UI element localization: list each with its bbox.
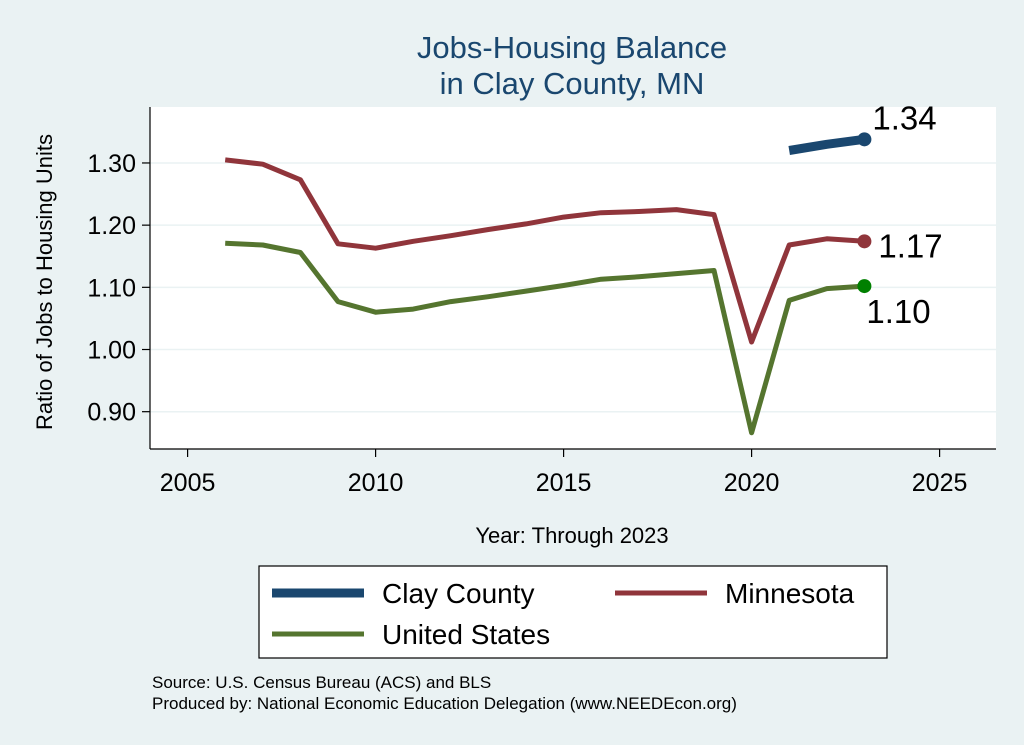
x-axis-label: Year: Through 2023 — [475, 523, 668, 548]
gridlines — [150, 162, 996, 413]
end-label-united-states: 1.10 — [866, 293, 930, 330]
axes: 0.90 1.00 1.10 1.20 1.30 2005 2010 2015 2020 2025 — [87, 107, 996, 497]
end-marker-minnesota — [857, 234, 872, 249]
y-tick-label: 1.30 — [87, 150, 136, 178]
end-marker-clay-county — [857, 132, 872, 147]
legend-label-clay-county: Clay County — [382, 578, 535, 609]
legend: Clay County Minnesota United States — [272, 578, 855, 650]
end-labels: 1.34 1.17 1.10 — [866, 99, 942, 330]
series-line-united-states — [225, 240, 865, 436]
legend-label-united-states: United States — [382, 619, 550, 650]
producer-note: Produced by: National Economic Education… — [152, 694, 737, 713]
legend-box — [258, 565, 888, 659]
series-line-minnesota — [224, 157, 865, 345]
end-marker-united-states — [857, 279, 872, 294]
y-tick-label: 1.10 — [87, 274, 136, 302]
y-tick-label: 1.20 — [87, 212, 136, 240]
chart-title-line-2: in Clay County, MN — [440, 66, 705, 101]
series-group — [224, 132, 872, 436]
x-tick-label: 2025 — [912, 469, 968, 497]
x-tick-label: 2010 — [348, 469, 404, 497]
legend-label-minnesota: Minnesota — [725, 578, 855, 609]
y-axis-label: Ratio of Jobs to Housing Units — [32, 134, 57, 430]
x-tick-label: 2015 — [536, 469, 592, 497]
x-tick-label: 2005 — [160, 469, 216, 497]
end-label-minnesota: 1.17 — [878, 227, 942, 264]
y-tick-label: 0.90 — [87, 399, 136, 427]
chart-title-line-1: Jobs-Housing Balance — [417, 30, 727, 65]
x-tick-label: 2020 — [724, 469, 780, 497]
source-note: Source: U.S. Census Bureau (ACS) and BLS — [152, 673, 491, 692]
plot-area — [150, 107, 996, 449]
end-label-clay-county: 1.34 — [872, 99, 936, 136]
y-tick-label: 1.00 — [87, 337, 136, 365]
